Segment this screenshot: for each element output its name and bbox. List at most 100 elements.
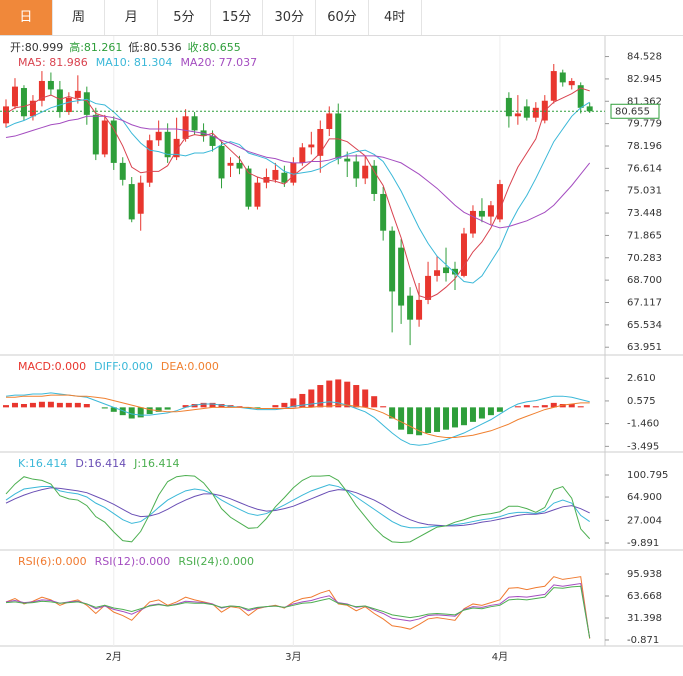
y-tick-label: 70.283 xyxy=(627,253,662,264)
macd-bar xyxy=(452,407,458,428)
y-tick-label: 76.614 xyxy=(627,163,662,174)
y-tick-label: 0.575 xyxy=(627,396,656,407)
series-line xyxy=(5,115,591,229)
legend-entry: MA5: 81.986 xyxy=(18,56,88,69)
macd-bar xyxy=(469,407,476,422)
last-price-label: 80.655 xyxy=(615,106,650,117)
legend-entry: RSI(24):0.000 xyxy=(178,555,254,568)
macd-bar xyxy=(443,407,450,430)
y-tick-label: 68.700 xyxy=(627,275,662,286)
candle-body xyxy=(523,106,530,118)
macd-bar xyxy=(514,406,521,408)
period-tab[interactable]: 日 xyxy=(0,0,53,35)
x-tick-label: 3月 xyxy=(285,651,301,663)
macd-bar xyxy=(29,402,36,408)
candle-body xyxy=(398,247,405,306)
y-tick-label: -1.460 xyxy=(627,419,659,430)
legend-entry: K:16.414 xyxy=(18,457,67,470)
ohlc-item: 开:80.999 xyxy=(10,41,63,54)
y-tick-label: 31.398 xyxy=(627,613,662,624)
macd-bar xyxy=(353,385,360,408)
macd-bar xyxy=(254,407,261,409)
macd-bar xyxy=(38,401,45,408)
candle-body xyxy=(317,128,324,156)
candle-body xyxy=(56,89,63,113)
macd-bar xyxy=(164,407,171,410)
legend-entry: RSI(6):0.000 xyxy=(18,555,87,568)
macd-bar xyxy=(155,407,162,412)
candle-body xyxy=(3,106,9,124)
candle-body xyxy=(173,138,180,158)
candle-body xyxy=(434,270,441,276)
legend-entry: MA20: 77.037 xyxy=(180,56,257,69)
period-tab[interactable]: 30分 xyxy=(263,0,317,35)
macd-bar xyxy=(496,407,503,412)
candle-body xyxy=(254,182,261,207)
x-tick-label: 4月 xyxy=(492,651,508,663)
y-tick-label: 65.534 xyxy=(627,320,662,331)
y-tick-label: 63.668 xyxy=(627,591,662,602)
period-tab[interactable]: 60分 xyxy=(316,0,369,35)
macd-bar xyxy=(281,402,288,408)
series-line xyxy=(5,585,591,639)
period-tab[interactable]: 月 xyxy=(105,0,159,35)
macd-bar xyxy=(20,404,27,408)
macd-bar xyxy=(389,407,396,419)
series-line xyxy=(5,484,590,529)
y-tick-label: 73.448 xyxy=(627,208,662,219)
candle-body xyxy=(11,86,18,107)
macd-bar xyxy=(56,402,63,408)
y-tick-label: 81.362 xyxy=(627,96,662,107)
macd-bar xyxy=(568,404,575,408)
macd-bar xyxy=(218,404,225,408)
y-tick-label: -9.891 xyxy=(627,538,659,549)
macd-bar xyxy=(460,407,467,426)
macd-bar xyxy=(407,407,414,435)
macd-bar xyxy=(487,407,494,416)
candle-body xyxy=(505,97,512,117)
candle-body xyxy=(487,205,494,217)
macd-bar xyxy=(559,404,566,408)
period-tab[interactable]: 周 xyxy=(53,0,106,35)
period-tab[interactable]: 5分 xyxy=(158,0,211,35)
candle-body xyxy=(155,131,162,141)
legend-entry: J:16.414 xyxy=(133,457,179,470)
candle-body xyxy=(281,172,288,183)
candle-body xyxy=(245,168,252,207)
macd-bar xyxy=(65,402,72,408)
macd-bar xyxy=(119,407,126,416)
ohlc-info: 开:80.999 高:81.261 低:80.536 收:80.655 xyxy=(10,40,241,54)
macd-bar xyxy=(344,381,351,408)
y-tick-label: -3.495 xyxy=(627,441,659,452)
y-tick-label: 27.004 xyxy=(627,515,662,526)
macd-bar xyxy=(146,407,153,415)
candle-body xyxy=(389,230,396,292)
period-tab[interactable]: 15分 xyxy=(211,0,264,35)
legend: RSI(6):0.000 RSI(12):0.000 RSI(24):0.000 xyxy=(18,555,254,568)
series-line xyxy=(5,487,590,527)
candle-body xyxy=(568,80,575,86)
y-tick-label: 71.865 xyxy=(627,230,662,241)
macd-bar xyxy=(128,407,135,419)
candle-body xyxy=(335,113,342,159)
candle-body xyxy=(443,267,450,274)
macd-bar xyxy=(200,402,207,408)
ohlc-item: 低:80.536 xyxy=(128,41,181,54)
candle-body xyxy=(532,107,539,118)
last-price-box xyxy=(610,103,660,119)
candle-body xyxy=(469,210,476,234)
period-tab[interactable]: 4时 xyxy=(369,0,422,35)
candle-body xyxy=(299,147,306,163)
ohlc-item: 收:80.655 xyxy=(188,40,241,54)
macd-bar xyxy=(523,405,530,408)
legend-entry: MA10: 81.304 xyxy=(96,56,173,69)
macd-bar xyxy=(550,402,557,408)
legend-entry: MACD:0.000 xyxy=(18,360,86,373)
candle-body xyxy=(586,106,593,112)
candle-body xyxy=(559,72,566,83)
candle-body xyxy=(514,113,521,117)
macd-bar xyxy=(478,407,485,419)
candle-body xyxy=(209,136,216,146)
y-tick-label: -0.871 xyxy=(627,635,659,646)
